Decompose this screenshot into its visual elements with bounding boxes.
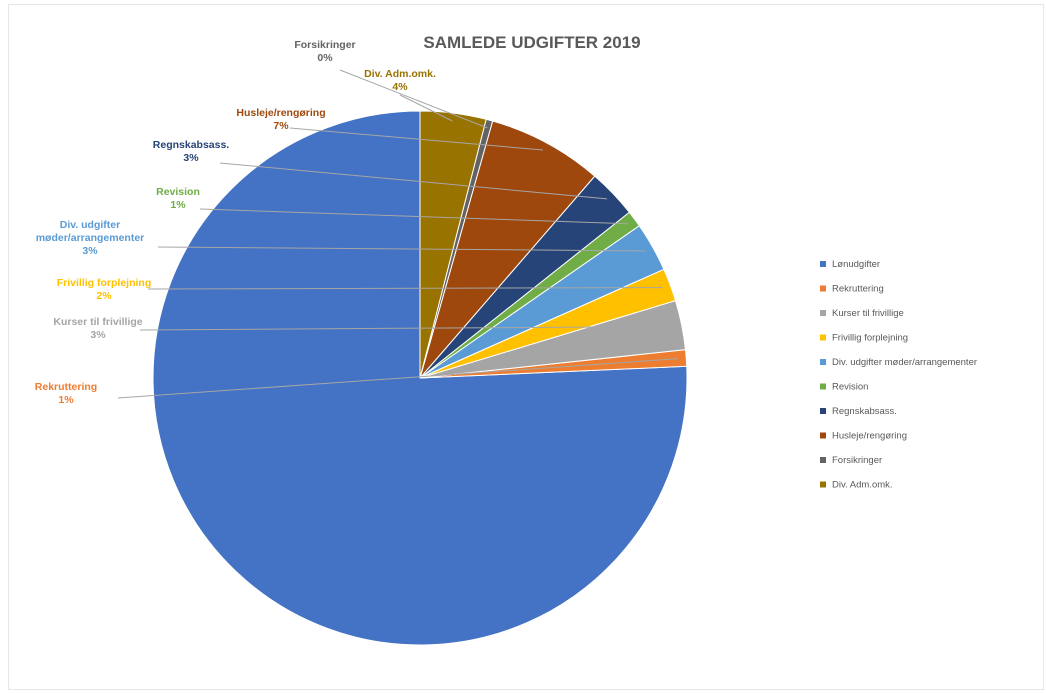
legend-swatch-revision <box>820 383 826 390</box>
data-label-name-frivillig-forplejning: Frivillig forplejning <box>57 277 152 289</box>
data-label-value-forsikringer: 0% <box>317 52 333 64</box>
legend-entry-frivillig-forplejning: Frivillig forplejning <box>832 333 908 344</box>
legend-swatch-husleje-rengoring <box>820 432 826 439</box>
data-label-value-regnskabsass: 3% <box>183 152 199 164</box>
legend-entry-rekruttering: Rekruttering <box>832 284 884 295</box>
chart-title: SAMLEDE UDGIFTER 2019 <box>423 33 640 52</box>
legend-swatch-div-udgifter-moder-arrangementer <box>820 359 826 365</box>
legend-entry-forsikringer: Forsikringer <box>832 455 882 466</box>
legend-swatch-kurser-til-frivillige <box>820 310 826 316</box>
legend-entry-regnskabsass: Regnskabsass. <box>832 406 897 417</box>
leader-line-husleje-rengoring <box>289 127 543 151</box>
data-label-value-revision: 1% <box>170 199 186 211</box>
legend-swatch-lonudgifter <box>820 261 826 267</box>
leader-lines <box>117 69 679 399</box>
leader-line-regnskabsass <box>219 162 608 200</box>
data-label-name-rekruttering: Rekruttering <box>35 381 97 393</box>
data-label-name-husleje-rengoring: Husleje/rengøring <box>236 107 325 119</box>
data-label-name-revision: Revision <box>156 186 200 198</box>
legend-entry-lonudgifter: Lønudgifter <box>832 259 880 270</box>
data-label-value-kurser-til-frivillige: 3% <box>90 329 106 341</box>
legend-swatch-regnskabsass <box>820 408 826 414</box>
leader-line-div-udgifter-moder-arrangementer <box>157 246 646 252</box>
pie-slices <box>152 110 688 646</box>
data-label-value-div-udgifter-moder-arrangementer: 3% <box>82 245 98 257</box>
leader-line-forsikringer <box>339 69 488 129</box>
legend-swatch-frivillig-forplejning <box>820 334 826 341</box>
leader-line-revision <box>199 208 629 225</box>
leader-line-kurser-til-frivillige <box>139 326 674 331</box>
leader-line-div-adm-omk <box>399 94 453 122</box>
data-label-name-kurser-til-frivillige: Kurser til frivillige <box>53 316 142 328</box>
legend-swatch-rekruttering <box>820 285 826 292</box>
leader-line-rekruttering <box>117 358 679 399</box>
legend-entry-revision: Revision <box>832 382 868 393</box>
legend-entry-div-udgifter-moder-arrangementer: Div. udgifter møder/arrangementer <box>832 357 977 368</box>
leader-line-frivillig-forplejning <box>147 287 663 290</box>
data-label-value-frivillig-forplejning: 2% <box>96 290 112 302</box>
data-label-name-forsikringer: Forsikringer <box>294 39 355 51</box>
legend-entry-husleje-rengoring: Husleje/rengøring <box>832 431 907 442</box>
data-label-name-regnskabsass: Regnskabsass. <box>153 139 230 151</box>
legend-swatch-div-adm-omk <box>820 481 826 488</box>
data-label-value-husleje-rengoring: 7% <box>273 120 289 132</box>
data-label-name-div-udgifter-moder-arrangementer: Div. udgifter møder/arrangementer <box>36 219 145 244</box>
data-label-value-rekruttering: 1% <box>58 394 74 406</box>
pie-slice-div-adm-omk <box>419 110 487 379</box>
legend-entry-kurser-til-frivillige: Kurser til frivillige <box>832 308 904 319</box>
legend: Lønudgifter Rekruttering Kurser til frivil… <box>820 259 977 491</box>
legend-entry-div-adm-omk: Div. Adm.omk. <box>832 480 893 491</box>
legend-swatch-forsikringer <box>820 457 826 463</box>
data-label-value-div-adm-omk: 4% <box>392 81 408 93</box>
data-label-name-div-adm-omk: Div. Adm.omk. <box>364 68 436 80</box>
